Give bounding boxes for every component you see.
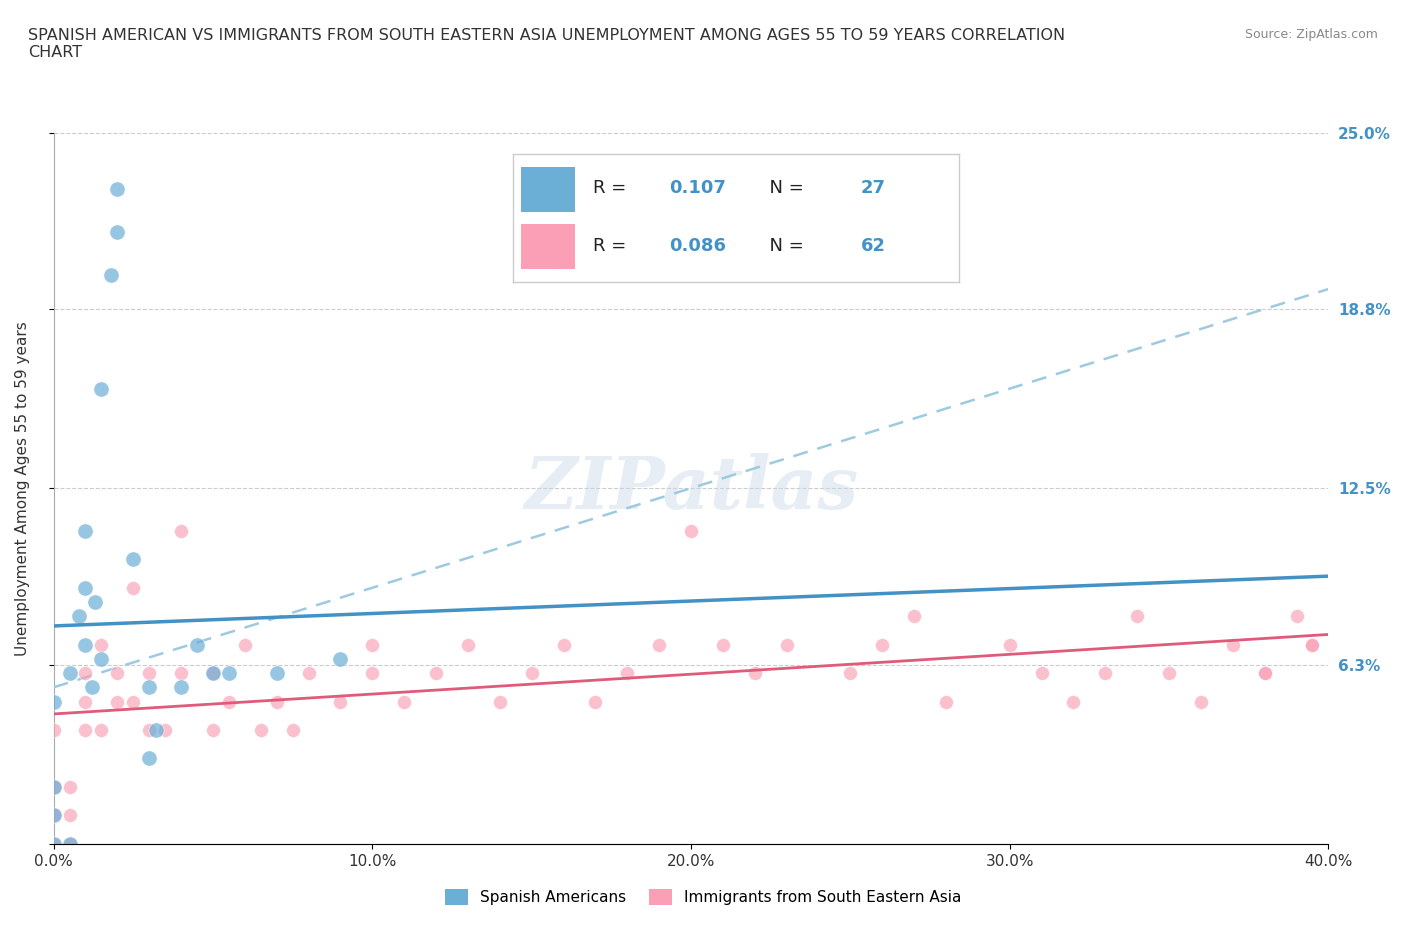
Point: [75, 694, 97, 709]
Point: [138, 723, 160, 737]
Point: [266, 694, 288, 709]
Point: [58, 836, 80, 851]
Point: [249, 723, 271, 737]
Point: [105, 694, 128, 709]
Point: [42, 836, 65, 851]
Point: [105, 225, 128, 240]
Point: [80, 680, 103, 695]
Point: [903, 609, 925, 624]
Point: [75, 524, 97, 538]
Point: [583, 694, 606, 709]
Point: [105, 666, 128, 681]
Point: [170, 666, 193, 681]
Point: [90, 723, 112, 737]
Point: [58, 666, 80, 681]
Point: [84, 594, 107, 609]
Point: [361, 666, 384, 681]
Point: [90, 381, 112, 396]
Point: [218, 666, 240, 681]
Point: [67, 609, 90, 624]
Point: [775, 637, 797, 652]
Point: [170, 524, 193, 538]
Point: [201, 666, 224, 681]
Point: [1301, 637, 1323, 652]
Point: [145, 723, 167, 737]
Point: [361, 637, 384, 652]
Point: [186, 637, 208, 652]
Point: [488, 694, 510, 709]
Legend: Spanish Americans, Immigrants from South Eastern Asia: Spanish Americans, Immigrants from South…: [437, 882, 969, 913]
Point: [58, 808, 80, 823]
Point: [58, 779, 80, 794]
Point: [75, 637, 97, 652]
Point: [201, 666, 224, 681]
Y-axis label: Unemployment Among Ages 55 to 59 years: Unemployment Among Ages 55 to 59 years: [15, 321, 30, 656]
Text: SPANISH AMERICAN VS IMMIGRANTS FROM SOUTH EASTERN ASIA UNEMPLOYMENT AMONG AGES 5: SPANISH AMERICAN VS IMMIGRANTS FROM SOUT…: [28, 28, 1066, 60]
Point: [170, 680, 193, 695]
Point: [281, 723, 304, 737]
Text: Source: ZipAtlas.com: Source: ZipAtlas.com: [1244, 28, 1378, 41]
Point: [42, 808, 65, 823]
Point: [1253, 666, 1275, 681]
Point: [1094, 666, 1116, 681]
Point: [75, 723, 97, 737]
Point: [297, 666, 319, 681]
Point: [90, 651, 112, 666]
Point: [90, 637, 112, 652]
Point: [122, 551, 145, 566]
Point: [1031, 666, 1053, 681]
Point: [553, 637, 575, 652]
Point: [1253, 666, 1275, 681]
Point: [201, 723, 224, 737]
Point: [42, 694, 65, 709]
Point: [100, 268, 122, 283]
Point: [58, 836, 80, 851]
Point: [1222, 637, 1244, 652]
Text: ZIPatlas: ZIPatlas: [524, 453, 858, 524]
Point: [329, 694, 352, 709]
Point: [616, 666, 638, 681]
Point: [998, 637, 1021, 652]
Point: [42, 779, 65, 794]
Point: [138, 751, 160, 766]
Point: [138, 680, 160, 695]
Point: [75, 666, 97, 681]
Point: [218, 694, 240, 709]
Point: [105, 182, 128, 197]
Point: [233, 637, 256, 652]
Point: [329, 651, 352, 666]
Point: [122, 694, 145, 709]
Point: [122, 580, 145, 595]
Point: [711, 637, 734, 652]
Point: [425, 666, 447, 681]
Point: [839, 666, 862, 681]
Point: [1301, 637, 1323, 652]
Point: [1062, 694, 1084, 709]
Point: [679, 524, 702, 538]
Point: [266, 666, 288, 681]
Point: [1189, 694, 1212, 709]
Point: [42, 723, 65, 737]
Point: [392, 694, 415, 709]
Point: [744, 666, 766, 681]
Point: [153, 723, 176, 737]
Point: [648, 637, 671, 652]
Point: [935, 694, 957, 709]
Point: [520, 666, 543, 681]
Point: [1157, 666, 1180, 681]
Point: [870, 637, 893, 652]
Point: [457, 637, 479, 652]
Point: [42, 808, 65, 823]
Point: [1285, 609, 1308, 624]
Point: [75, 580, 97, 595]
Point: [138, 666, 160, 681]
Point: [42, 779, 65, 794]
Point: [1126, 609, 1149, 624]
Point: [42, 836, 65, 851]
